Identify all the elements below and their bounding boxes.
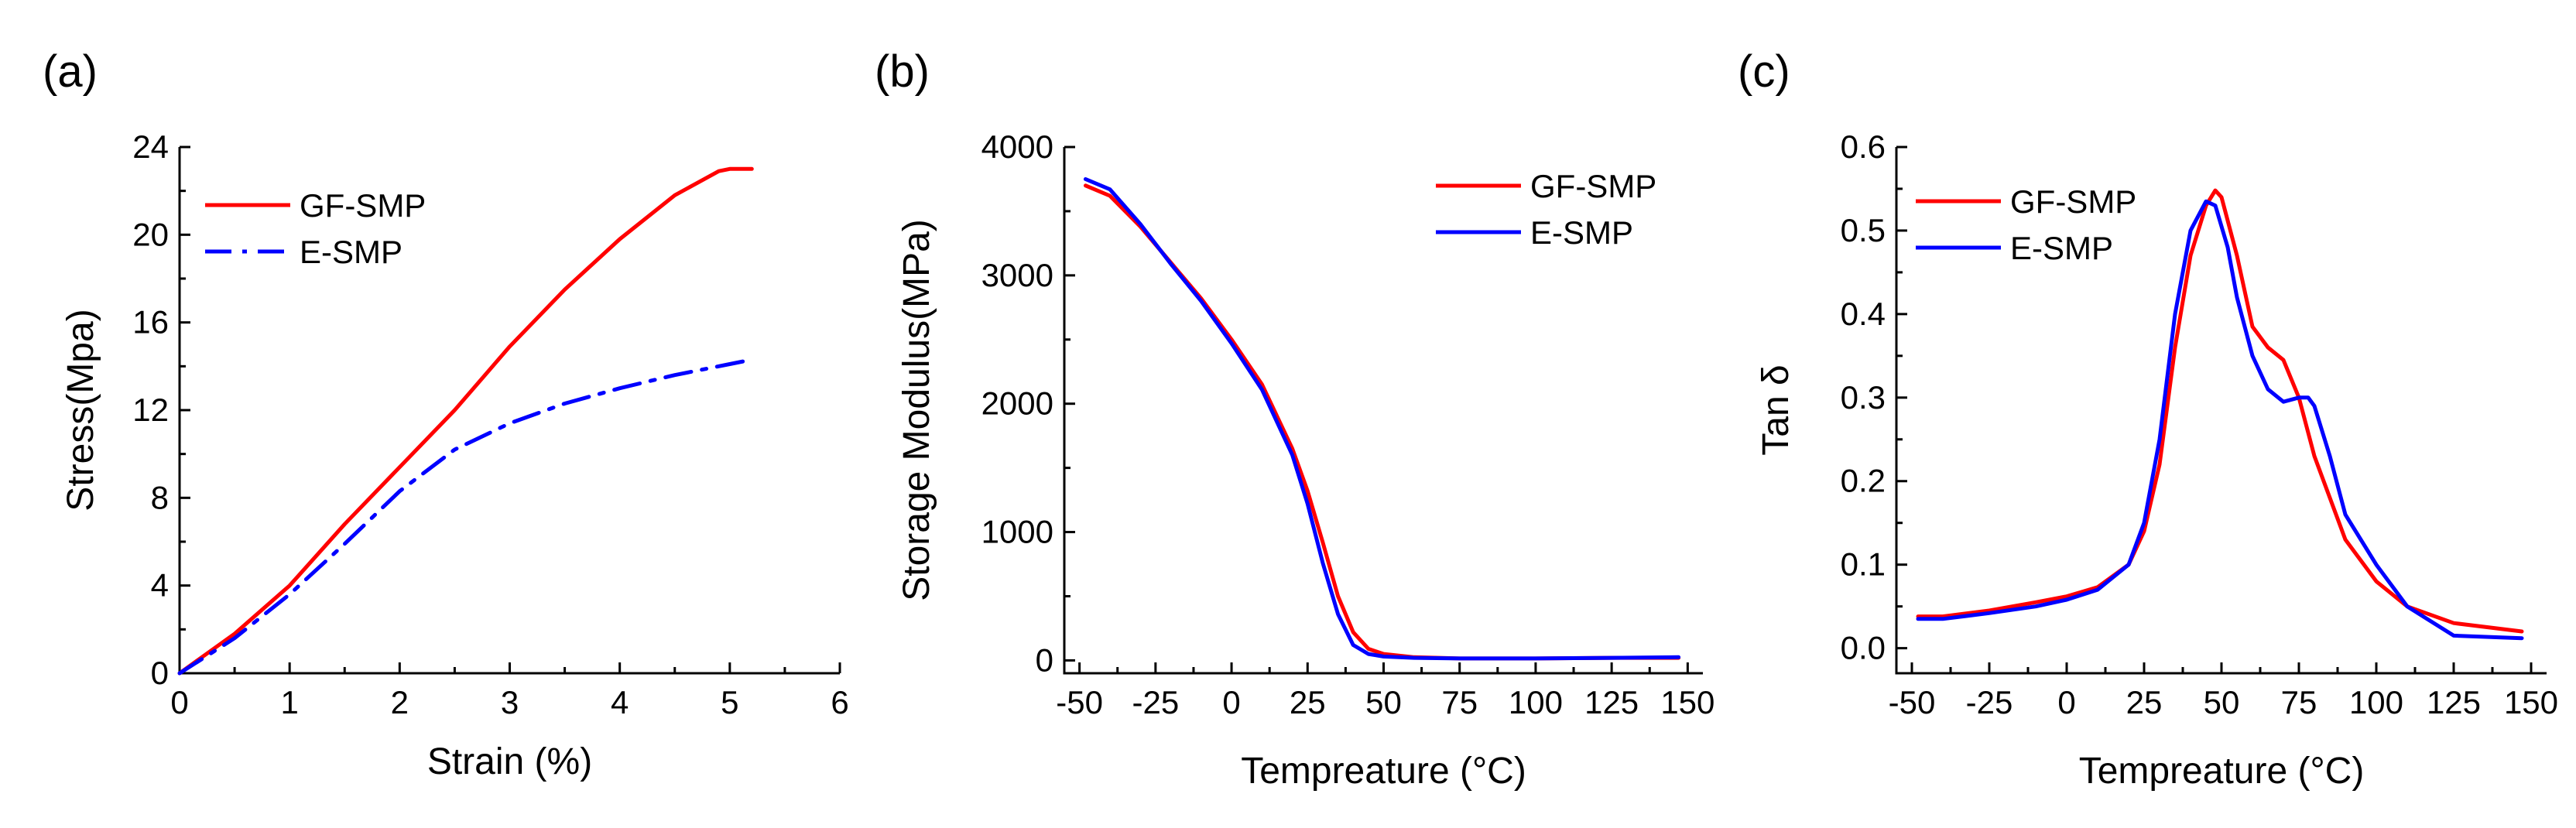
x-tick-label: 125 [1584, 684, 1639, 720]
y-tick-label: 0.1 [1841, 546, 1886, 583]
x-axis-title: Strain (%) [427, 741, 592, 782]
axis-frame [1895, 147, 2547, 675]
x-tick-label: 3 [501, 684, 519, 720]
series-line-e-smp [1916, 199, 2524, 641]
series-line-gf-smp [177, 166, 754, 676]
y-tick-label: 8 [151, 479, 169, 515]
y-tick-label: 20 [132, 216, 169, 252]
x-tick-label: -25 [1966, 684, 2013, 720]
x-tick-label: -50 [1056, 684, 1103, 720]
legend-label: E-SMP [1530, 214, 1633, 251]
x-tick-label: 100 [2349, 684, 2403, 720]
series-line-gf-smp [1084, 183, 1681, 661]
y-tick-label: 1000 [981, 514, 1053, 550]
x-tick-label: 0 [1222, 684, 1240, 720]
series-line-e-smp [1084, 177, 1681, 661]
x-tick-label: 25 [2126, 684, 2163, 720]
panel-b: (b) -50 -25 0 25 50 75 100 125 150 0 1000 2000 3000 40… [875, 46, 1714, 792]
x-tick-label: 100 [1509, 684, 1563, 720]
x-tick-label: 4 [611, 684, 629, 720]
legend-label: E-SMP [2010, 230, 2113, 266]
x-tick-label: -25 [1132, 684, 1180, 720]
y-tick-label: 0.2 [1841, 463, 1886, 499]
panel-c: (c) -50 -25 0 25 50 75 100 125 150 0.0 0.1 0.2 0.3 0.4… [1738, 46, 2558, 792]
y-tick-label: 0 [151, 655, 169, 691]
y-tick-label: 12 [132, 392, 169, 428]
legend-label: GF-SMP [1530, 168, 1656, 204]
y-tick-label: 0.3 [1841, 379, 1886, 416]
y-tick-label: 0 [1036, 642, 1053, 678]
legend-label: E-SMP [300, 234, 402, 270]
x-tick-label: 2 [391, 684, 409, 720]
x-tick-label: -50 [1889, 684, 1936, 720]
x-tick-label: 75 [2281, 684, 2317, 720]
series-line-gf-smp [1916, 188, 2524, 634]
y-tick-label: 2000 [981, 385, 1053, 422]
x-tick-label: 150 [2504, 684, 2558, 720]
y-tick-label: 0.5 [1841, 212, 1886, 248]
axis-frame [1063, 147, 1703, 675]
y-tick-label: 4000 [981, 128, 1053, 165]
x-tick-label: 125 [2427, 684, 2481, 720]
y-axis-title: Tan δ [1756, 364, 1797, 455]
y-tick-label: 4 [151, 567, 169, 604]
x-tick-label: 6 [831, 684, 848, 720]
panel-label: (b) [875, 46, 930, 97]
y-tick-label: 0.0 [1841, 630, 1886, 666]
y-tick-label: 3000 [981, 257, 1053, 293]
y-tick-label: 24 [132, 128, 169, 165]
x-tick-label: 150 [1660, 684, 1714, 720]
x-tick-label: 50 [1365, 684, 1402, 720]
x-axis-title: Tempreature (°C) [2079, 751, 2365, 792]
x-tick-label: 5 [721, 684, 738, 720]
y-tick-label: 0.4 [1841, 296, 1886, 332]
x-tick-label: 0 [170, 684, 188, 720]
x-tick-label: 0 [2057, 684, 2075, 720]
y-tick-label: 0.6 [1841, 128, 1886, 165]
series-line-e-smp [177, 358, 754, 676]
x-tick-label: 50 [2204, 684, 2240, 720]
x-tick-label: 1 [280, 684, 298, 720]
y-axis-title: Storage Modulus(MPa) [896, 219, 937, 601]
y-tick-label: 16 [132, 304, 169, 340]
x-tick-label: 75 [1441, 684, 1478, 720]
legend-label: GF-SMP [2010, 183, 2136, 220]
x-axis-title: Tempreature (°C) [1241, 751, 1526, 792]
legend-label: GF-SMP [300, 187, 426, 224]
x-tick-label: 25 [1290, 684, 1326, 720]
panel-label: (c) [1738, 46, 1790, 97]
y-axis-title: Stress(Mpa) [60, 309, 101, 511]
panel-label: (a) [43, 46, 98, 97]
